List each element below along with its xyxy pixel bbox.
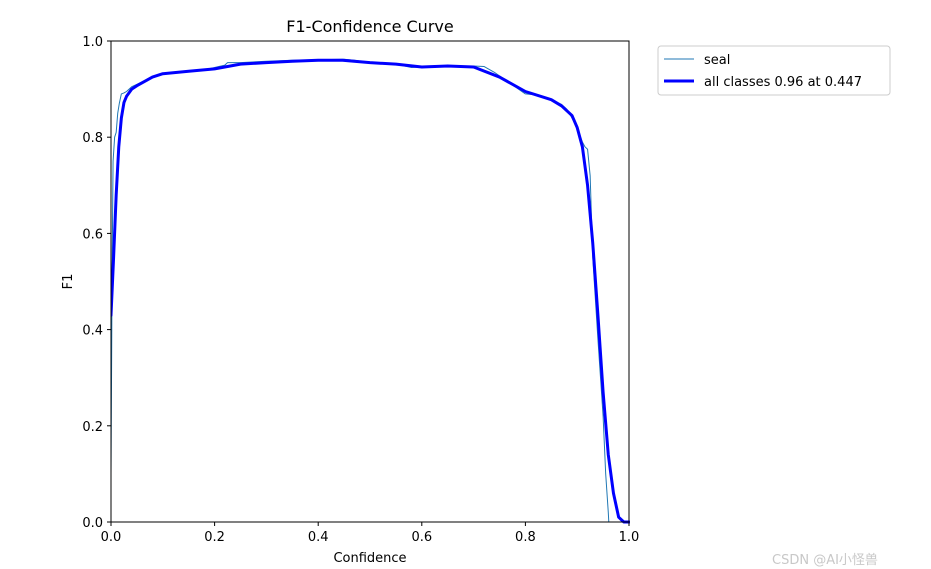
y-tick-label: 0.8	[82, 131, 103, 146]
x-tick-label: 0.6	[411, 530, 432, 545]
x-axis-label: Confidence	[333, 551, 406, 565]
chart-title: F1-Confidence Curve	[286, 17, 453, 36]
legend-box	[657, 45, 891, 96]
series-group	[111, 58, 630, 524]
plot-frame	[110, 40, 630, 523]
watermark: CSDN @AI小怪兽	[772, 553, 878, 568]
y-tick-label: 1.0	[82, 35, 103, 50]
legend: seal all classes 0.96 at 0.447	[657, 45, 891, 96]
x-tick-label: 0.2	[204, 530, 225, 545]
legend-label-seal: seal	[704, 53, 730, 68]
series-line-seal	[111, 58, 610, 523]
y-tick-label: 0.2	[82, 420, 103, 435]
series-line-all-classes	[111, 58, 630, 524]
x-tick-label: 0.4	[308, 530, 329, 545]
y-tick-label: 0.0	[82, 516, 103, 531]
x-tick-label: 0.0	[101, 530, 122, 545]
y-tick-label: 0.6	[82, 227, 103, 242]
x-tick-label: 1.0	[619, 530, 640, 545]
y-tick-label: 0.4	[82, 324, 103, 339]
legend-label-all-classes: all classes 0.96 at 0.447	[704, 75, 862, 90]
x-tick-label: 0.8	[515, 530, 536, 545]
y-axis-label: F1	[61, 274, 76, 290]
